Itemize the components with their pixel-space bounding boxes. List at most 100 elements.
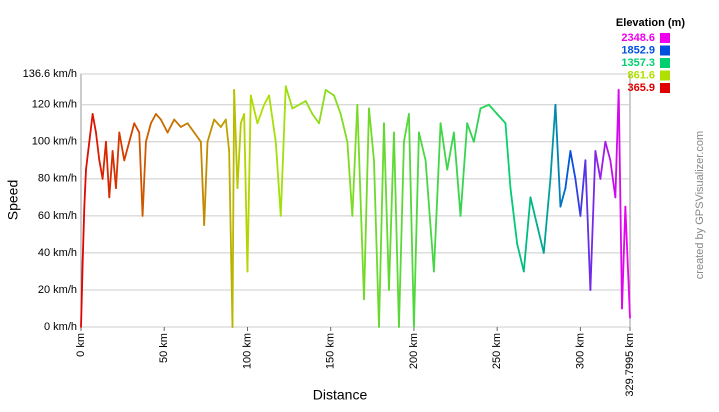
speed-line-segment — [236, 122, 242, 189]
speed-line-segment — [373, 159, 380, 328]
speed-line-segment — [579, 159, 587, 217]
speed-line-segment — [446, 131, 455, 171]
x-tick-label: 200 km — [408, 333, 420, 369]
speed-line-segment — [203, 140, 209, 227]
speed-line-segment — [339, 113, 349, 143]
speed-line-segment — [496, 113, 507, 125]
speed-line-segment — [589, 150, 597, 291]
speed-line-segment — [564, 150, 572, 189]
speed-line-segment — [133, 122, 141, 134]
speed-line-segment — [609, 159, 617, 199]
speed-line-segment — [85, 140, 91, 171]
speed-line-segment — [166, 118, 176, 134]
y-tick-label: 60 km/h — [38, 210, 77, 222]
speed-line-segment — [487, 103, 499, 115]
x-tick-label: 150 km — [325, 333, 337, 369]
speed-line-segment — [83, 168, 87, 208]
speed-line-segment — [199, 140, 206, 227]
y-tick-label: 120 km/h — [32, 99, 77, 111]
credit: created by GPSVisualizer.com — [694, 131, 706, 279]
speed-line-segment — [559, 187, 567, 208]
speed-line-segment — [186, 122, 196, 134]
speed-line-segment — [378, 122, 385, 328]
speed-line-segment — [246, 94, 252, 273]
legend-swatch — [660, 33, 670, 43]
legend-swatch — [660, 58, 670, 68]
speed-line-segment — [621, 205, 627, 310]
speed-line-segment — [351, 103, 359, 217]
speed-line-segment — [138, 131, 144, 217]
speed-line-segment — [233, 89, 239, 189]
legend-label: 2348.6 — [621, 32, 655, 44]
speed-line-segment — [173, 118, 182, 128]
speed-line-segment — [179, 122, 189, 128]
speed-line-segment — [80, 261, 84, 328]
x-tick-label: 300 km — [574, 333, 586, 369]
speed-line-segment — [256, 103, 266, 125]
speed-line-segment — [219, 118, 227, 128]
speed-line-segment — [150, 113, 157, 125]
x-tick-label: 100 km — [241, 333, 253, 369]
speed-line-segment — [333, 94, 342, 115]
x-axis-label: Distance — [313, 387, 368, 403]
y-tick-label: 20 km/h — [38, 284, 77, 296]
y-tick-label: 100 km/h — [32, 136, 77, 148]
speed-line-segment — [291, 103, 300, 110]
speed-line-segment — [155, 113, 162, 121]
speed-line-segment — [433, 122, 442, 273]
speed-line-segment — [115, 131, 121, 189]
legend-swatch — [660, 45, 670, 56]
speed-line-segment — [466, 122, 475, 143]
speed-line-segment — [439, 122, 449, 171]
speed-line-segment — [542, 177, 552, 254]
speed-line-segment — [472, 107, 482, 143]
legend-label: 365.9 — [627, 82, 655, 94]
y-tick-label: 136.6 km/h — [23, 68, 77, 80]
legend-label: 861.6 — [627, 69, 655, 81]
speed-line-segment — [279, 85, 287, 217]
speed-line-segment — [363, 107, 370, 301]
speed-line-segment — [388, 131, 395, 291]
speed-line-segment — [160, 118, 169, 134]
speed-line-segment — [424, 159, 435, 273]
speed-line-segment — [268, 94, 277, 143]
legend-swatch — [660, 83, 670, 93]
speed-line-segment — [101, 140, 107, 180]
speed-line-segment — [213, 118, 222, 128]
speed-line-segment — [128, 122, 136, 143]
speed-line-segment — [403, 113, 410, 143]
speed-line-segment — [529, 196, 539, 227]
speed-line-segment — [383, 122, 390, 291]
y-tick-label: 0 km/h — [44, 321, 77, 333]
legend-label: 1852.9 — [621, 44, 655, 56]
speed-line-segment — [452, 131, 462, 217]
speed-line-segment — [243, 113, 249, 273]
speed-line-segment — [193, 131, 202, 143]
speed-line-segment — [604, 140, 612, 162]
speed-line-segment — [298, 100, 307, 106]
y-tick-label: 80 km/h — [38, 173, 77, 185]
speed-line-segment — [145, 122, 152, 143]
speed-line-segment — [356, 103, 365, 301]
speed-line-segment — [522, 196, 532, 273]
speed-line-segment — [311, 113, 320, 125]
speed-line-segment — [206, 118, 216, 143]
speed-line-segment — [418, 131, 427, 162]
speed-line-segment — [304, 100, 314, 115]
speed-line-segment — [504, 122, 512, 189]
speed-line-segment — [594, 150, 602, 180]
speed-line-segment — [318, 89, 327, 125]
speed-line-segment — [249, 94, 259, 125]
speed-line-segment — [95, 131, 101, 162]
speed-line-segment — [284, 85, 294, 110]
speed-line-segment — [91, 113, 97, 134]
speed-line-segment — [123, 140, 131, 162]
speed-line-segment — [459, 122, 469, 217]
speed-line-segment — [413, 131, 420, 328]
legend-label: 1357.3 — [621, 57, 655, 69]
speed-line-segment — [536, 224, 545, 254]
x-tick-label: 329.7995 km — [624, 333, 636, 397]
speed-line-segment — [224, 118, 231, 152]
speed-line-segment — [554, 103, 562, 208]
speed-line-segment — [346, 140, 354, 217]
